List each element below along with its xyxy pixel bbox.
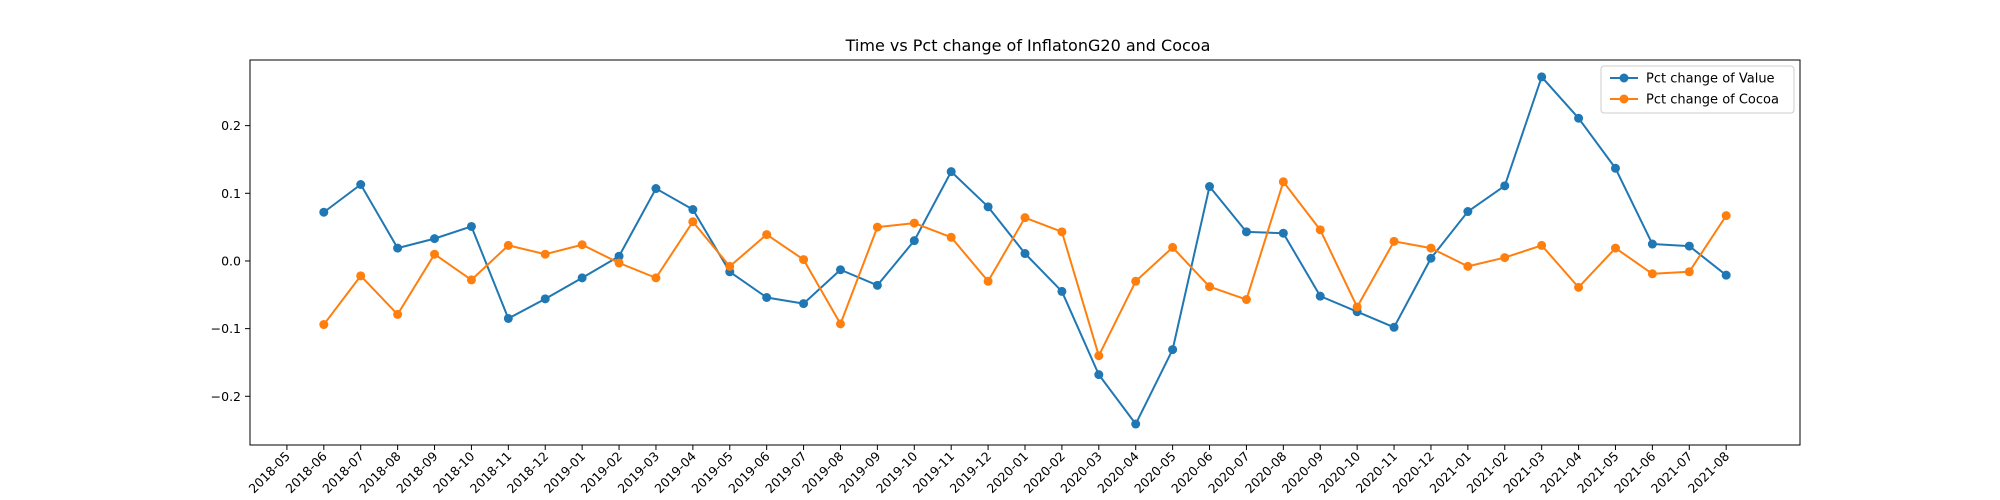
data-point — [1610, 163, 1620, 173]
data-point — [503, 313, 513, 323]
data-point — [1426, 243, 1436, 253]
data-point — [688, 217, 698, 227]
data-point — [393, 243, 403, 253]
legend-label-value: Pct change of Value — [1646, 72, 1775, 87]
data-point — [1094, 370, 1104, 380]
data-point — [1537, 72, 1547, 82]
data-point — [577, 240, 587, 250]
data-point — [466, 275, 476, 285]
data-point — [725, 261, 735, 271]
data-point — [835, 265, 845, 275]
legend: Pct change of Value Pct change of Cocoa — [1600, 65, 1795, 114]
data-point — [1205, 182, 1215, 192]
y-tick-label: −0.2 — [211, 389, 241, 404]
data-point — [872, 280, 882, 290]
data-point — [1500, 181, 1510, 191]
chart-title: Time vs Pct change of InflatonG20 and Co… — [845, 36, 1211, 55]
data-point — [1168, 345, 1178, 355]
data-point — [356, 180, 366, 189]
data-point — [1057, 227, 1067, 237]
data-point — [909, 218, 919, 228]
data-point — [1020, 249, 1030, 259]
data-point — [799, 255, 809, 265]
data-point — [909, 236, 919, 246]
data-point — [1241, 227, 1251, 237]
series-1 — [319, 72, 1731, 429]
data-point — [1205, 282, 1215, 292]
data-point — [762, 230, 772, 240]
series-line — [323, 180, 1728, 357]
data-point — [1684, 241, 1694, 251]
plot-area-frame — [249, 59, 1801, 446]
data-point — [1131, 419, 1141, 429]
data-point — [1647, 269, 1657, 279]
data-point — [1241, 295, 1251, 305]
y-axis: −0.2 −0.1 0.0 0.1 0.2 — [211, 118, 250, 404]
series-layer — [319, 72, 1731, 429]
data-point — [1315, 225, 1325, 235]
data-point — [983, 276, 993, 286]
data-point — [614, 251, 624, 261]
data-point — [430, 234, 440, 244]
data-point — [1020, 213, 1030, 223]
data-point — [614, 258, 624, 268]
x-axis: 2018-052018-062018-072018-082018-092018-… — [245, 445, 1732, 496]
y-tick-label: 0.1 — [221, 186, 241, 201]
data-point — [688, 205, 698, 215]
data-point — [946, 167, 956, 177]
data-point — [1315, 291, 1325, 301]
data-point — [1721, 211, 1731, 221]
data-point — [1610, 243, 1620, 253]
data-point — [319, 207, 329, 217]
data-point — [1574, 282, 1584, 292]
data-point — [1574, 113, 1584, 123]
data-point — [577, 273, 587, 283]
data-point — [466, 221, 476, 231]
y-tick-label: 0.0 — [221, 253, 241, 268]
data-point — [1500, 253, 1510, 263]
data-point — [651, 184, 661, 194]
data-point — [356, 271, 366, 281]
y-tick-label: 0.2 — [221, 118, 241, 133]
data-point — [1057, 286, 1067, 296]
data-point — [393, 309, 403, 319]
data-point — [1426, 253, 1436, 263]
data-point — [1463, 207, 1473, 217]
legend-label-cocoa: Pct change of Cocoa — [1646, 93, 1779, 108]
series-2 — [319, 177, 1731, 361]
data-point — [1094, 351, 1104, 361]
data-point — [1352, 302, 1362, 312]
data-point — [651, 273, 661, 283]
data-point — [946, 232, 956, 242]
data-point — [540, 294, 550, 304]
data-point — [835, 319, 845, 329]
data-point — [503, 240, 513, 250]
data-point — [1684, 267, 1694, 277]
data-point — [319, 320, 329, 330]
data-point — [1389, 322, 1399, 332]
data-point — [1463, 261, 1473, 271]
data-point — [1389, 236, 1399, 246]
data-point — [430, 249, 440, 259]
legend-marker-cocoa — [1619, 94, 1629, 104]
legend-marker-value — [1619, 73, 1629, 83]
data-point — [540, 249, 550, 259]
data-point — [872, 222, 882, 232]
data-point — [1721, 270, 1731, 280]
data-point — [1537, 240, 1547, 250]
data-point — [983, 202, 993, 212]
y-tick-label: −0.1 — [211, 321, 241, 336]
data-point — [1278, 177, 1288, 187]
data-point — [799, 299, 809, 309]
data-point — [1131, 276, 1141, 286]
data-point — [1278, 228, 1288, 238]
data-point — [1647, 239, 1657, 249]
data-point — [1168, 242, 1178, 252]
legend-box — [1600, 65, 1795, 114]
data-point — [762, 293, 772, 302]
